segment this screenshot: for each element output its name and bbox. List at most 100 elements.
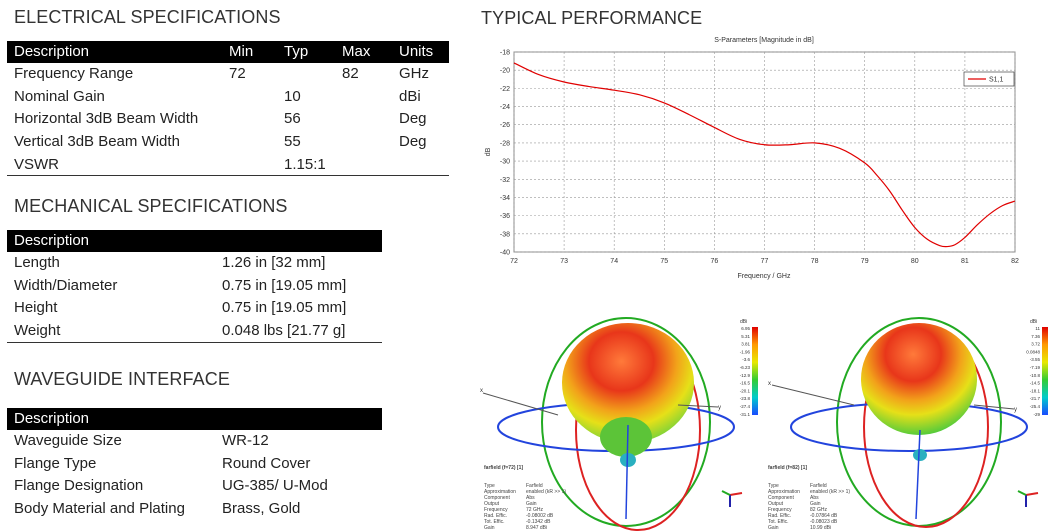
radiation-pattern <box>562 323 694 443</box>
x-tick-label: 74 <box>610 258 618 265</box>
farfield-plot-72ghz: x y dBi 6.95 5.31 3.81 -1.96 -3.6 -6.23 -12.9 -… <box>480 317 758 531</box>
col-units: Units <box>399 43 434 60</box>
info-value: Abs <box>810 495 819 501</box>
info-row: Approximation enabled (kR >> 1) <box>768 489 850 495</box>
electrical-table: Description Min Typ Max Units Frequency … <box>7 41 449 177</box>
cell-units: Deg <box>399 133 427 151</box>
table-row: Length 1.26 in [32 mm] <box>7 252 382 275</box>
scale-label: -3.6 <box>742 357 750 362</box>
info-row: Gain 8.947 dBi <box>484 525 566 531</box>
cell-label: Flange Type <box>14 454 97 472</box>
chart-legend: S1,1 <box>963 71 1015 87</box>
cell-typ: 55 <box>284 133 301 151</box>
col-max: Max <box>342 43 371 60</box>
x-tick-label: 79 <box>861 258 869 265</box>
x-tick-label: 81 <box>961 258 969 265</box>
z-axis <box>625 424 629 520</box>
waveguide-table: Description Waveguide Size WR-12 Flange … <box>7 408 382 521</box>
cell-description: Vertical 3dB Beam Width <box>14 133 180 151</box>
cell-units: GHz <box>399 65 429 82</box>
table-row: Nominal Gain 10 dBi <box>7 86 449 109</box>
info-value: -0.08023 dB <box>810 519 838 525</box>
cell-units: dBi <box>399 87 421 105</box>
y-tick-label: -30 <box>500 159 510 166</box>
y-tick-label: -36 <box>500 213 510 220</box>
info-key: Gain <box>768 525 779 531</box>
col-description: Description <box>14 232 90 249</box>
farfield-plot-82ghz: x y dBi 11 7.36 3.72 0.0848 -3.55 -7.19 -10.8 -… <box>768 317 1048 528</box>
info-row: Rad. Effic. -0.07864 dB <box>768 513 850 519</box>
electrical-title: ELECTRICAL SPECIFICATIONS <box>14 7 281 27</box>
scale-label: -7.19 <box>1030 365 1041 370</box>
scale-unit: dBi <box>740 319 747 325</box>
scale-label: 3.81 <box>741 342 750 347</box>
info-value: 8.947 dBi <box>526 525 548 531</box>
x-tick-label: 82 <box>1011 258 1019 265</box>
info-value: Abs <box>526 495 535 501</box>
scale-labels: 6.95 5.31 3.81 -1.96 -3.6 -6.23 -12.9 -16.5 -20.… <box>740 326 751 417</box>
scale-label: -12.9 <box>740 373 751 378</box>
y-tick-label: -32 <box>500 177 510 184</box>
chart-series <box>513 62 1016 248</box>
y-axis <box>677 404 719 408</box>
col-description: Description <box>14 410 90 427</box>
scale-label: -6.23 <box>740 365 751 370</box>
scale-label: 11 <box>1035 326 1040 331</box>
info-value: Farfield <box>526 483 543 489</box>
x-axis <box>482 392 559 416</box>
performance-title: TYPICAL PERFORMANCE <box>481 8 703 28</box>
cell-value: 0.048 lbs [21.77 g] <box>222 322 346 340</box>
cell-description: VSWR <box>14 155 59 173</box>
y-axis-label: y <box>718 405 721 411</box>
scale-labels: 11 7.36 3.72 0.0848 -3.55 -7.19 -10.8 -14.5 -18.… <box>1026 326 1040 417</box>
info-key: Output <box>484 501 500 507</box>
scale-label: 6.95 <box>741 326 750 331</box>
info-key: Tot. Effic. <box>484 519 505 525</box>
cell-typ: 56 <box>284 110 301 128</box>
info-key: Output <box>768 501 784 507</box>
info-row: Rad. Effic. -0.08002 dB <box>484 513 566 519</box>
y-tick-label: -26 <box>500 122 510 129</box>
info-row: Tot. Effic. -0.1342 dB <box>484 519 566 525</box>
scale-label: -21.7 <box>1030 396 1041 401</box>
x-axis-label: x <box>480 388 483 394</box>
table-row: Body Material and Plating Brass, Gold <box>7 498 382 521</box>
cell-label: Height <box>14 299 58 317</box>
x-tick-label: 76 <box>711 258 719 265</box>
scale-label: -20.1 <box>740 388 751 393</box>
col-typ: Typ <box>284 43 309 60</box>
electrical-header-row: Description Min Typ Max Units <box>7 41 449 63</box>
table-row: Waveguide Size WR-12 <box>7 430 382 453</box>
info-row: Approximation enabled (kR >> 1) <box>484 489 566 495</box>
green-ring <box>541 317 711 527</box>
x-axis <box>771 384 855 406</box>
table-row: Frequency Range 72 82 GHz <box>7 63 449 86</box>
info-key: Rad. Effic. <box>768 513 791 519</box>
table-row: Height 0.75 in [19.05 mm] <box>7 297 382 320</box>
mechanical-header-row: Description <box>7 230 382 252</box>
y-tick-label: -28 <box>500 140 510 147</box>
info-row: Frequency 82 GHz <box>768 507 850 513</box>
scale-label: 7.36 <box>1031 334 1040 339</box>
legend-box <box>963 71 1015 87</box>
info-value: 72 GHz <box>526 507 543 513</box>
gain-color-scale <box>752 327 758 415</box>
cell-label: Flange Designation <box>14 477 144 495</box>
info-value: enabled (kR >> 1) <box>526 489 567 495</box>
table-row: Width/Diameter 0.75 in [19.05 mm] <box>7 275 382 298</box>
gain-color-scale <box>1042 327 1048 415</box>
scale-label: -25.4 <box>1030 404 1041 409</box>
cell-value: Round Cover <box>222 454 311 472</box>
legend-label: S1,1 <box>989 77 1004 84</box>
info-row: Frequency 72 GHz <box>484 507 566 513</box>
info-row: Component Abs <box>484 495 566 501</box>
table-row: Weight 0.048 lbs [21.77 g] <box>7 320 382 343</box>
waveguide-header-row: Description <box>7 408 382 430</box>
mechanical-title: MECHANICAL SPECIFICATIONS <box>14 196 288 216</box>
y-tick-label: -40 <box>500 250 510 257</box>
radiation-pattern <box>861 323 977 435</box>
farfield-info-title: farfield (f=82) [1] <box>768 465 808 471</box>
chart-grid <box>513 51 1016 253</box>
info-value: Gain <box>526 501 537 507</box>
